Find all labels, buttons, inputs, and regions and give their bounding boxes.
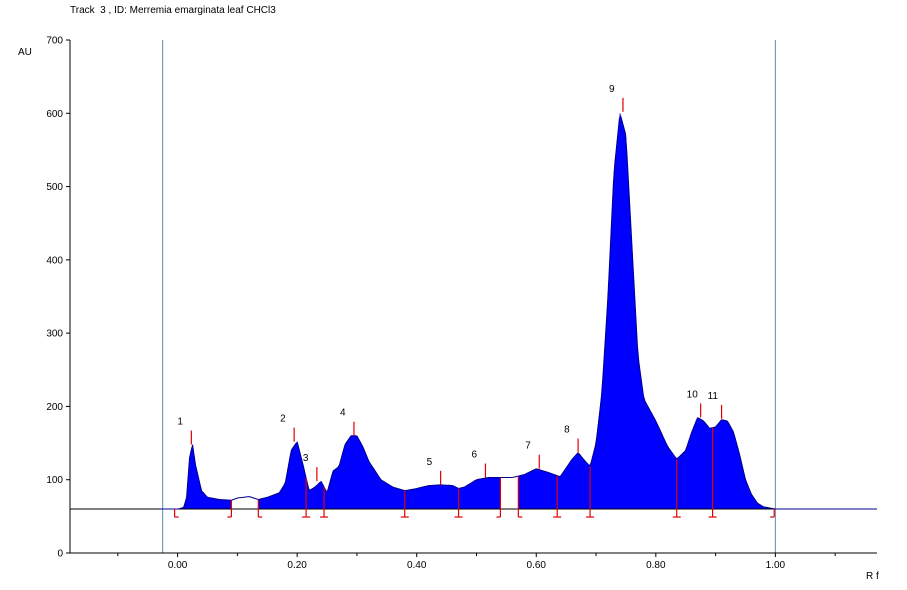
chart-title: Track 3 , ID: Merremia emarginata leaf C… <box>70 5 276 16</box>
front-lines <box>162 40 776 553</box>
peak-label: 11 <box>708 391 719 402</box>
peak-area <box>676 417 713 510</box>
peak-markers <box>190 97 723 485</box>
peak-label: 3 <box>303 453 309 464</box>
x-tick-label: 0.00 <box>168 560 188 571</box>
y-tick-label: 300 <box>46 329 63 340</box>
peak-label: 5 <box>427 457 433 468</box>
peak-area <box>323 435 406 510</box>
x-tick-label: 0.60 <box>527 560 547 571</box>
peak-boundaries <box>174 427 775 518</box>
peak-label: 9 <box>609 84 615 95</box>
peak-label: 8 <box>564 425 570 436</box>
peak-label: 10 <box>687 389 699 400</box>
y-tick-label: 0 <box>57 549 63 560</box>
y-tick-label: 600 <box>46 109 63 120</box>
peak-area <box>712 419 775 510</box>
profile-outline <box>159 115 877 510</box>
y-tick-label: 500 <box>46 182 63 193</box>
peak-area <box>458 477 501 510</box>
peak-area <box>258 441 307 510</box>
peak-label: 2 <box>280 414 286 425</box>
y-tick-label: 400 <box>46 255 63 266</box>
peak-label: 4 <box>340 408 346 419</box>
peak-labels: 1 2 3 4 5 6 7 8 9 10 11 <box>177 84 718 468</box>
peak-label: 1 <box>177 417 183 428</box>
peak-label: 6 <box>471 450 477 461</box>
peak-label: 7 <box>525 441 531 452</box>
x-axis-label: R f <box>866 571 879 582</box>
y-tick-label: 100 <box>46 475 63 486</box>
x-tick-label: 0.20 <box>287 560 307 571</box>
profile-outline-group <box>159 115 877 510</box>
x-tick-label: 0.80 <box>646 560 666 571</box>
axes: 0 100 200 300 400 500 600 700 0.00 0.20 0.40 0.60 0.… <box>46 36 877 571</box>
x-tick-label: 0.40 <box>407 560 427 571</box>
profile-fill-segments <box>174 113 775 510</box>
peak-area <box>404 484 459 510</box>
x-tick-label: 1.00 <box>766 560 786 571</box>
peak-area <box>589 113 677 510</box>
y-tick-label: 200 <box>46 402 63 413</box>
y-tick-label: 700 <box>46 36 63 47</box>
y-axis-label: AU <box>18 47 32 58</box>
